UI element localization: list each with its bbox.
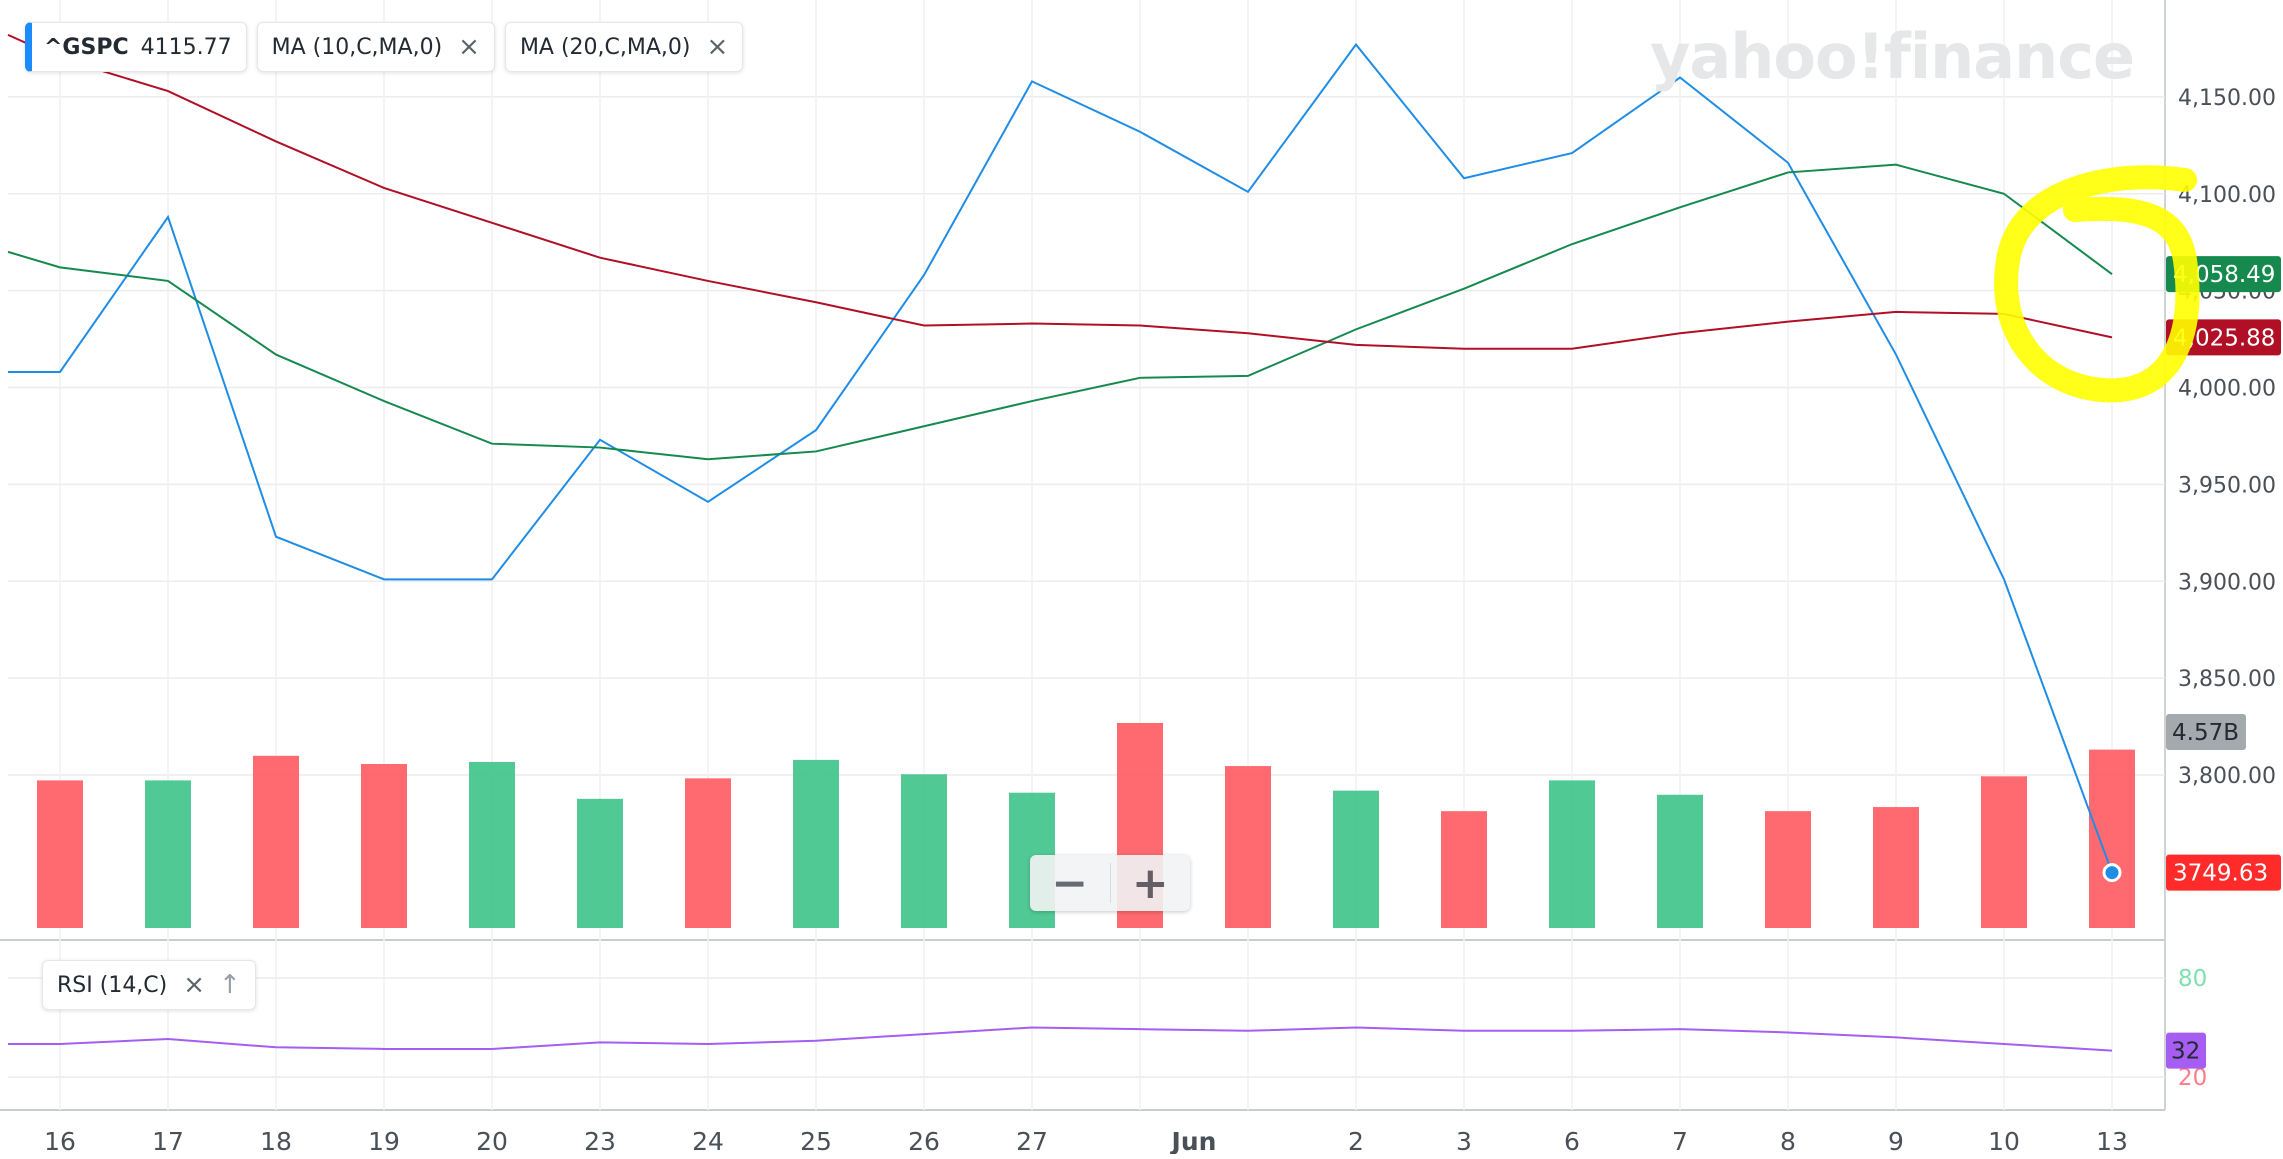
ma20-chip[interactable]: MA (20,C,MA,0) × — [504, 22, 744, 72]
x-tick-label: 26 — [908, 1127, 940, 1154]
volume-max-tag — [2166, 714, 2246, 750]
volume-bar — [685, 778, 731, 928]
yellow-highlight-annotation — [1994, 165, 2200, 403]
yahoo-finance-watermark: yahoo!finance — [1650, 20, 2135, 93]
ma10-label: MA (10,C,MA,0) — [271, 34, 443, 60]
close-icon[interactable]: × — [183, 970, 206, 1000]
y-tick-label: 3,850.00 — [2178, 667, 2276, 692]
volume-bar — [253, 755, 299, 928]
x-tick-label: 24 — [692, 1127, 724, 1154]
series-line-price — [8, 42, 2113, 873]
volume-bar — [793, 759, 839, 928]
volume-bar — [2089, 749, 2135, 928]
ma20-label: MA (20,C,MA,0) — [519, 34, 691, 60]
symbol-value: 4115.77 — [140, 34, 232, 60]
y-tick-label: 4,000.00 — [2178, 377, 2276, 402]
zoom-in-button[interactable]: + — [1131, 857, 1169, 909]
symbol-chip[interactable]: ^GSPC 4115.77 — [25, 22, 247, 72]
rsi-current-label: 32 — [2171, 1039, 2200, 1065]
last-price-point — [2102, 863, 2122, 883]
symbol-label: ^GSPC — [44, 34, 129, 60]
zoom-controls: − + — [1030, 855, 1190, 911]
volume-bar — [1333, 790, 1379, 928]
zoom-divider — [1109, 863, 1111, 903]
y-tick-label: 3,900.00 — [2178, 570, 2276, 595]
x-tick-label: 18 — [260, 1127, 292, 1154]
x-tick-label: 25 — [800, 1127, 832, 1154]
price-tag-label: 3749.63 — [2173, 861, 2268, 887]
zoom-out-button[interactable]: − — [1051, 857, 1089, 909]
x-tick-label: Jun — [1170, 1127, 1217, 1154]
x-tick-label: 23 — [584, 1127, 616, 1154]
volume-bar — [1549, 780, 1595, 928]
rsi-chip[interactable]: RSI (14,C) × ↑ — [42, 960, 256, 1010]
x-tick-label: 16 — [44, 1127, 76, 1154]
arrow-up-icon[interactable]: ↑ — [219, 970, 241, 1000]
volume-bar — [1657, 794, 1703, 928]
volume-bar — [361, 764, 407, 928]
price-tag — [2166, 854, 2281, 891]
x-tick-label: 10 — [1988, 1127, 2020, 1154]
x-tick-label: 20 — [476, 1127, 508, 1154]
x-tick-label: 27 — [1016, 1127, 1048, 1154]
x-tick-label: 13 — [2096, 1127, 2128, 1154]
rsi-line — [8, 1026, 2113, 1052]
volume-bar — [1981, 776, 2027, 928]
ma10-chip[interactable]: MA (10,C,MA,0) × — [256, 22, 495, 72]
x-tick-label: 19 — [368, 1127, 400, 1154]
y-tick-label: 3,950.00 — [2178, 473, 2276, 498]
volume-bar — [37, 780, 83, 928]
series-line-ma20 — [7, 33, 2113, 350]
x-tick-label: 6 — [1564, 1127, 1580, 1154]
indicator-legend: ^GSPC 4115.77 MA (10,C,MA,0) × MA (20,C,… — [25, 22, 744, 72]
rsi-tick-label: 80 — [2178, 966, 2207, 992]
volume-bar — [1441, 811, 1487, 928]
rsi-tick-label: 20 — [2178, 1065, 2207, 1091]
close-icon[interactable]: × — [706, 32, 729, 62]
x-tick-label: 3 — [1456, 1127, 1472, 1154]
x-tick-label: 9 — [1888, 1127, 1904, 1154]
y-tick-label: 4,150.00 — [2178, 86, 2276, 111]
volume-bar — [145, 780, 191, 928]
volume-bar — [1225, 766, 1271, 928]
x-tick-label: 8 — [1780, 1127, 1796, 1154]
rsi-label: RSI (14,C) — [57, 972, 168, 998]
series-line-ma10 — [7, 163, 2113, 461]
volume-bar — [577, 798, 623, 928]
volume-bar — [1765, 811, 1811, 928]
x-tick-label: 17 — [152, 1127, 184, 1154]
volume-bar — [901, 774, 947, 928]
volume-max-label: 4.57B — [2172, 720, 2239, 746]
y-tick-label: 3,800.00 — [2178, 764, 2276, 789]
volume-bar — [1873, 807, 1919, 928]
rsi-current-tag — [2166, 1032, 2206, 1069]
x-tick-label: 7 — [1672, 1127, 1688, 1154]
close-icon[interactable]: × — [458, 32, 480, 62]
volume-bar — [469, 761, 515, 928]
x-tick-label: 2 — [1348, 1127, 1364, 1154]
